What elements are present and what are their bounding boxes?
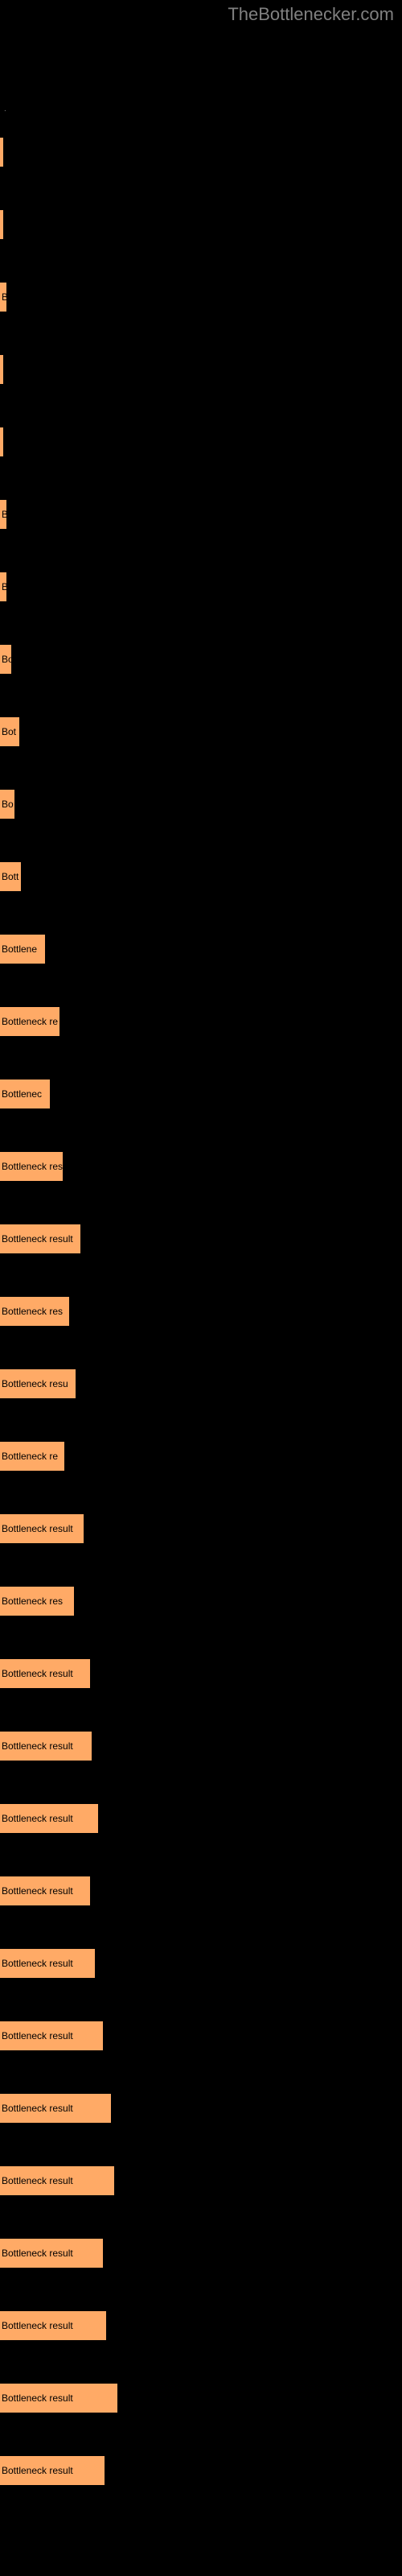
chart-bar: Bottleneck result	[0, 1732, 92, 1761]
bar-label: Bottleneck result	[2, 1668, 73, 1679]
chart-bar: Bottleneck result	[0, 1949, 95, 1978]
chart-bar: Bottleneck result	[0, 2166, 114, 2195]
bar-label: Bottleneck res	[2, 1596, 63, 1607]
bar-label: Bottleneck result	[2, 2392, 73, 2404]
bar-row: Bottlene	[0, 926, 402, 972]
chart-bar: Bottleneck re	[0, 1442, 64, 1471]
bar-row: Bottleneck res	[0, 1578, 402, 1624]
chart-bar: Bottleneck re	[0, 1007, 59, 1036]
bar-row	[0, 419, 402, 465]
watermark-text: TheBottlenecker.com	[228, 4, 394, 25]
chart-bar	[0, 138, 3, 167]
chart-bar: B	[0, 572, 6, 601]
chart-bar: Bottleneck result	[0, 2384, 117, 2413]
chart-bar: Bottleneck result	[0, 1804, 98, 1833]
bar-label: Bottleneck result	[2, 1958, 73, 1969]
chart-bar: Bottleneck res	[0, 1587, 74, 1616]
bar-chart: B B B Bo Bot Bo Bott Bottlene Bottleneck re Bottl…	[0, 0, 402, 2494]
bar-row	[0, 129, 402, 175]
chart-bar: Bottleneck result	[0, 2311, 106, 2340]
bar-row: Bottleneck result	[0, 1505, 402, 1552]
chart-bar: B	[0, 500, 6, 529]
bar-label: Bot	[2, 726, 16, 737]
bar-label: Bottleneck result	[2, 2320, 73, 2331]
bar-label: Bottleneck result	[2, 2175, 73, 2186]
bar-row: Bottleneck re	[0, 998, 402, 1045]
chart-bar: Bottleneck result	[0, 2094, 111, 2123]
chart-bar: Bottleneck res	[0, 1152, 63, 1181]
bar-row	[0, 201, 402, 248]
chart-bar: Bottleneck result	[0, 2239, 103, 2268]
bar-row: Bottleneck result	[0, 2302, 402, 2349]
bar-row: Bottleneck res	[0, 1143, 402, 1190]
chart-bar: Bo	[0, 790, 14, 819]
bar-label: Bottleneck result	[2, 1523, 73, 1534]
bar-label: Bottleneck res	[2, 1161, 63, 1172]
bar-row	[0, 346, 402, 393]
bar-row: Bottleneck result	[0, 2085, 402, 2132]
bar-row: Bottleneck result	[0, 2230, 402, 2277]
bar-label: Bo	[2, 654, 11, 665]
chart-bar: Bottlenec	[0, 1080, 50, 1108]
chart-bar: Bottleneck result	[0, 1659, 90, 1688]
bar-label: Bottleneck result	[2, 2103, 73, 2114]
bar-label: Bott	[2, 871, 18, 882]
chart-bar: Bot	[0, 717, 19, 746]
bar-label: Bottlenec	[2, 1088, 42, 1100]
bar-label: Bottleneck result	[2, 1740, 73, 1752]
bar-row: Bottleneck result	[0, 1216, 402, 1262]
chart-bar: Bottlene	[0, 935, 45, 964]
bar-row: Bottleneck result	[0, 1795, 402, 1842]
bar-label: B	[2, 581, 6, 592]
bar-label: Bo	[2, 799, 14, 810]
bar-label: Bottleneck re	[2, 1016, 58, 1027]
bar-label: Bottleneck resu	[2, 1378, 68, 1389]
chart-bar: Bott	[0, 862, 21, 891]
bar-row: Bottlenec	[0, 1071, 402, 1117]
bar-row: Bo	[0, 781, 402, 828]
axis-label: .	[4, 105, 6, 114]
bar-label: Bottleneck result	[2, 2030, 73, 2041]
bar-row: Bottleneck result	[0, 1650, 402, 1697]
bar-row: Bottleneck result	[0, 2447, 402, 2494]
bar-label: B	[2, 291, 6, 303]
chart-bar: Bo	[0, 645, 11, 674]
bar-row: Bot	[0, 708, 402, 755]
bar-label: Bottleneck result	[2, 2465, 73, 2476]
bar-label: Bottleneck result	[2, 2248, 73, 2259]
chart-bar: Bottleneck resu	[0, 1369, 76, 1398]
chart-bar: Bottleneck result	[0, 1514, 84, 1543]
bar-row: Bottleneck result	[0, 1940, 402, 1987]
bar-label: Bottlene	[2, 943, 37, 955]
bar-row: Bo	[0, 636, 402, 683]
chart-bar: Bottleneck result	[0, 1876, 90, 1905]
chart-bar	[0, 210, 3, 239]
chart-bar: B	[0, 283, 6, 312]
chart-bar: Bottleneck res	[0, 1297, 69, 1326]
bar-row: Bott	[0, 853, 402, 900]
bar-row: Bottleneck re	[0, 1433, 402, 1480]
bar-label: Bottleneck result	[2, 1233, 73, 1245]
bar-label: B	[2, 509, 6, 520]
chart-bar	[0, 355, 3, 384]
bar-row: Bottleneck res	[0, 1288, 402, 1335]
chart-bar: Bottleneck result	[0, 1224, 80, 1253]
bar-row: B	[0, 564, 402, 610]
bar-label: Bottleneck result	[2, 1813, 73, 1824]
chart-bar: Bottleneck result	[0, 2021, 103, 2050]
bar-label: Bottleneck result	[2, 1885, 73, 1897]
bar-row: B	[0, 491, 402, 538]
bar-label: Bottleneck re	[2, 1451, 58, 1462]
chart-bar: Bottleneck result	[0, 2456, 105, 2485]
chart-bar	[0, 427, 3, 456]
bar-row: Bottleneck result	[0, 1723, 402, 1769]
bar-row: Bottleneck result	[0, 2375, 402, 2421]
bar-row: B	[0, 274, 402, 320]
bar-row: Bottleneck result	[0, 1868, 402, 1914]
bar-label: Bottleneck res	[2, 1306, 63, 1317]
bar-row: Bottleneck resu	[0, 1360, 402, 1407]
bar-row: Bottleneck result	[0, 2013, 402, 2059]
bar-row: Bottleneck result	[0, 2157, 402, 2204]
